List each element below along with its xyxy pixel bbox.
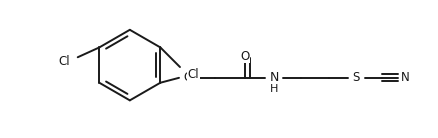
Text: N: N	[269, 71, 279, 84]
Text: O: O	[240, 50, 249, 63]
Text: Cl: Cl	[188, 68, 199, 81]
Text: H: H	[270, 84, 278, 94]
Text: N: N	[401, 71, 410, 84]
Text: Cl: Cl	[58, 55, 70, 68]
Text: O: O	[183, 71, 192, 84]
Text: S: S	[353, 71, 360, 84]
